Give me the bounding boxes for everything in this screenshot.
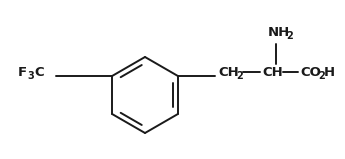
Text: 2: 2 [236,71,243,81]
Text: CH: CH [262,66,283,79]
Text: 3: 3 [28,71,34,81]
Text: NH: NH [268,25,290,38]
Text: 2: 2 [318,71,325,81]
Text: CO: CO [300,66,321,79]
Text: H: H [324,66,335,79]
Text: 2: 2 [286,31,293,41]
Text: CH: CH [218,66,239,79]
Text: F: F [18,66,27,79]
Text: C: C [34,66,43,79]
